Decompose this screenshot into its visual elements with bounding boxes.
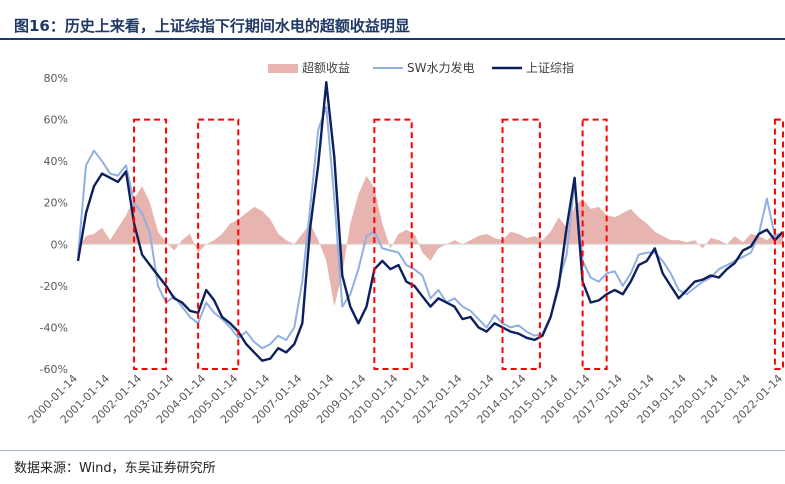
chart-area: 80% 60% 40% 20% 0% -20% -40% -60% 2000-01-14 2001…	[0, 40, 785, 448]
y-tick-label: 80%	[44, 72, 68, 85]
hydro-power-line	[77, 106, 784, 350]
chart-svg: 80%60%40%20%0%-20%-40%-60%2000-01-142001…	[26, 60, 785, 426]
y-tick-label: 60%	[44, 114, 68, 127]
y-tick-label: 0%	[51, 238, 68, 251]
source-note-bar: 数据来源：Wind，东吴证券研究所	[0, 450, 785, 484]
decline-period-box	[197, 118, 240, 370]
y-tick-label: -40%	[40, 321, 68, 334]
source-note: 数据来源：Wind，东吴证券研究所	[14, 461, 216, 476]
figure-title: 图16：历史上来看，上证综指下行期间水电的超额收益明显	[14, 17, 410, 35]
decline-period-box	[773, 118, 785, 370]
legend-label-index: 上证综指	[526, 60, 574, 75]
y-tick-label: -20%	[40, 280, 68, 293]
y-tick-label: -60%	[40, 363, 68, 376]
decline-period-box	[501, 118, 541, 370]
legend-swatch-excess	[268, 64, 298, 73]
y-tick-label: 20%	[44, 197, 68, 210]
legend-label-excess: 超额收益	[302, 60, 350, 75]
decline-period-box	[581, 118, 608, 370]
legend-label-hydro: SW水力发电	[407, 60, 474, 75]
shanghai-composite-line	[76, 81, 784, 362]
decline-period-box	[373, 118, 413, 370]
figure-title-bar: 图16：历史上来看，上证综指下行期间水电的超额收益明显	[0, 14, 785, 40]
excess-return-area	[78, 175, 783, 307]
y-tick-label: 40%	[44, 155, 68, 168]
